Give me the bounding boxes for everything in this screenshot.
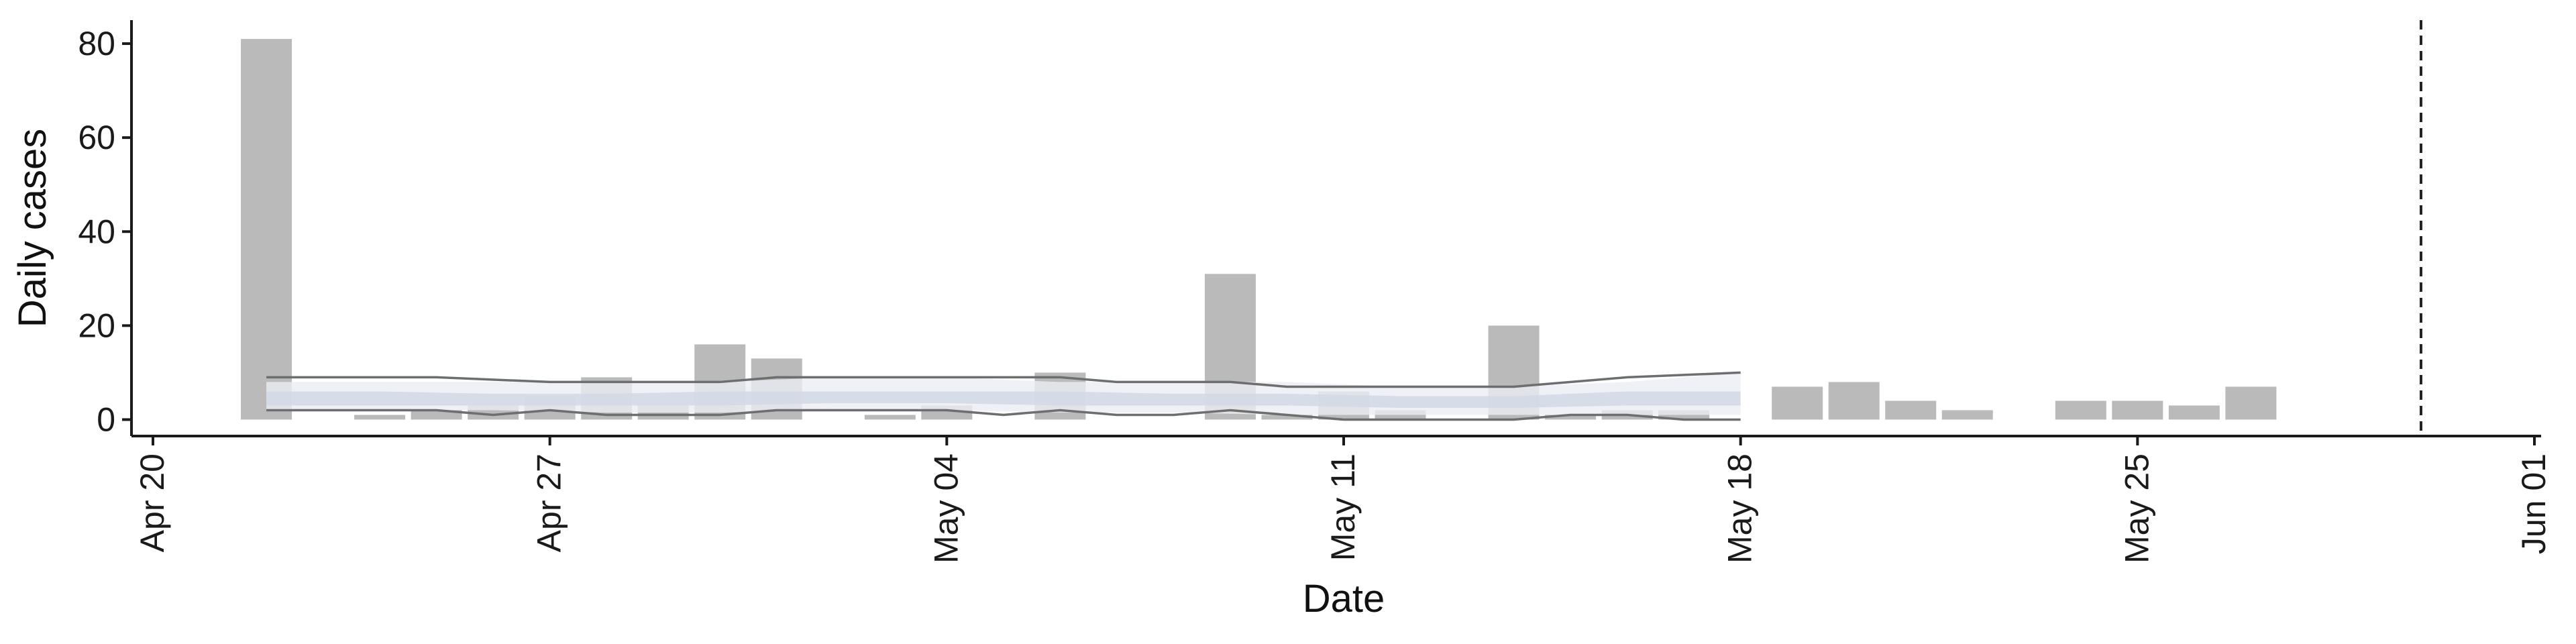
bars-layer [241, 39, 2277, 420]
y-tick-label: 80 [78, 25, 115, 62]
x-tick-label: May 18 [1721, 453, 1759, 564]
y-tick-label: 40 [78, 213, 115, 250]
x-tick-label: Apr 20 [133, 453, 171, 552]
bar [1545, 415, 1597, 420]
lower-estimate-line [266, 409, 1741, 421]
bar [2168, 405, 2220, 420]
x-tick-label: May 25 [2118, 453, 2155, 564]
bar [1941, 410, 1993, 420]
bar [1261, 415, 1313, 420]
bar [411, 410, 462, 420]
y-tick-label: 20 [78, 307, 115, 344]
x-tick-label: Jun 01 [2515, 453, 2553, 554]
bar [864, 415, 916, 420]
bar [354, 415, 406, 420]
x-axis-title: Date [1303, 577, 1385, 621]
x-tick-label: Apr 27 [531, 453, 568, 552]
bar [1885, 400, 1937, 420]
y-ticks: 0 20 40 60 80 [78, 25, 131, 438]
x-tick-label: May 11 [1324, 453, 1362, 561]
bar [2225, 386, 2277, 420]
bar [2112, 400, 2163, 420]
y-tick-label: 60 [78, 119, 115, 156]
bar [241, 39, 292, 420]
x-ticks: Apr 20 Apr 27 May 04 May 11 May 18 May 25 Jun … [133, 436, 2553, 564]
y-tick-label: 0 [97, 400, 115, 438]
x-tick-label: May 04 [927, 453, 965, 564]
estimate-lines-layer [266, 371, 1741, 421]
y-axis-title: Daily cases [11, 129, 54, 328]
inner-interval-band [266, 391, 1741, 408]
bar [1828, 382, 1880, 420]
bar [2055, 400, 2106, 420]
bar [1772, 386, 1823, 420]
estimate-band-layer [266, 372, 1741, 415]
upper-estimate-line [266, 371, 1741, 388]
